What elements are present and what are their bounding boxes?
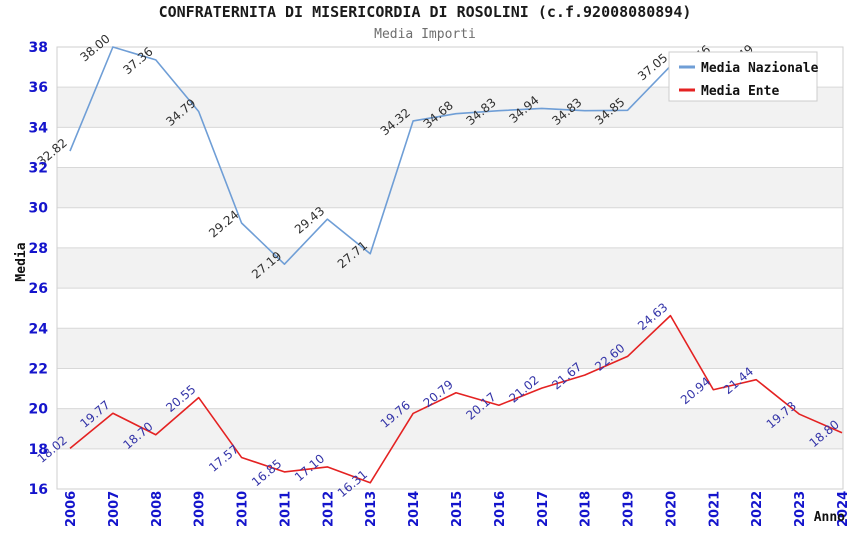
x-tick-label: 2006 (64, 491, 79, 527)
series-lines (69, 46, 843, 484)
legend-label-nazionale: Media Nazionale (701, 61, 819, 76)
x-tick-label: 2024 (836, 491, 850, 527)
data-point-label: 29.24 (206, 208, 241, 241)
x-tick-label: 2014 (407, 491, 422, 527)
grid-band (57, 328, 843, 369)
data-point-label: 37.05 (635, 51, 670, 84)
plot-border (56, 46, 844, 490)
data-point-label: 20.79 (421, 377, 456, 410)
x-tick-label: 2012 (321, 491, 336, 527)
y-tick-label: 34 (29, 120, 49, 136)
x-axis-tick-labels: 2006 2007 2008 2009 2010 2011 2012 2013 2014 2015… (64, 491, 850, 527)
data-point-label: 20.94 (678, 374, 713, 407)
x-tick-label: 2015 (450, 491, 465, 527)
legend-label-ente: Media Ente (701, 84, 779, 99)
y-tick-label: 28 (29, 241, 48, 257)
y-tick-label: 20 (29, 402, 49, 418)
x-tick-label: 2023 (793, 491, 808, 527)
grid-band (57, 167, 843, 208)
grid-bands (57, 87, 843, 449)
y-tick-label: 36 (29, 80, 48, 96)
y-tick-label: 26 (29, 281, 48, 297)
y-tick-label: 30 (29, 201, 49, 217)
data-point-label: 29.43 (292, 204, 327, 237)
series-line-media-ente (69, 314, 843, 484)
x-tick-label: 2009 (193, 491, 208, 527)
x-tick-label: 2020 (664, 491, 679, 527)
x-axis-label: Anno (814, 510, 845, 525)
y-tick-label: 18 (29, 442, 48, 458)
y-tick-label: 32 (29, 161, 48, 177)
x-tick-label: 2007 (107, 491, 122, 527)
plot-frame (56, 46, 844, 490)
data-point-label: 21.02 (506, 373, 541, 406)
y-axis-tick-labels: 16 18 20 22 24 26 28 30 32 34 36 38 (29, 40, 49, 498)
grid-band (57, 247, 843, 289)
y-tick-label: 16 (29, 482, 48, 498)
x-tick-label: 2021 (707, 491, 722, 527)
grid-band (57, 408, 843, 449)
legend: Media Nazionale Media Ente (668, 51, 819, 102)
y-tick-label: 24 (29, 321, 49, 337)
y-tick-label: 38 (29, 40, 48, 56)
x-tick-label: 2022 (750, 491, 765, 527)
chart-title: CONFRATERNITA DI MISERICORDIA DI ROSOLIN… (159, 3, 692, 21)
data-point-label: 37.36 (120, 44, 155, 77)
y-tick-label: 22 (29, 361, 48, 377)
x-tick-label: 2011 (278, 491, 293, 527)
x-tick-label: 2019 (622, 491, 637, 527)
chart-subtitle: Media Importi (374, 27, 476, 42)
x-tick-label: 2017 (536, 491, 551, 527)
series-line-media-nazionale (69, 46, 757, 265)
x-tick-label: 2018 (579, 491, 594, 527)
x-tick-label: 2016 (493, 491, 508, 527)
y-axis-label: Media (14, 242, 29, 281)
x-tick-label: 2013 (364, 491, 379, 527)
x-tick-label: 2010 (236, 491, 251, 527)
legend-box (668, 51, 818, 102)
x-tick-label: 2008 (150, 491, 165, 527)
